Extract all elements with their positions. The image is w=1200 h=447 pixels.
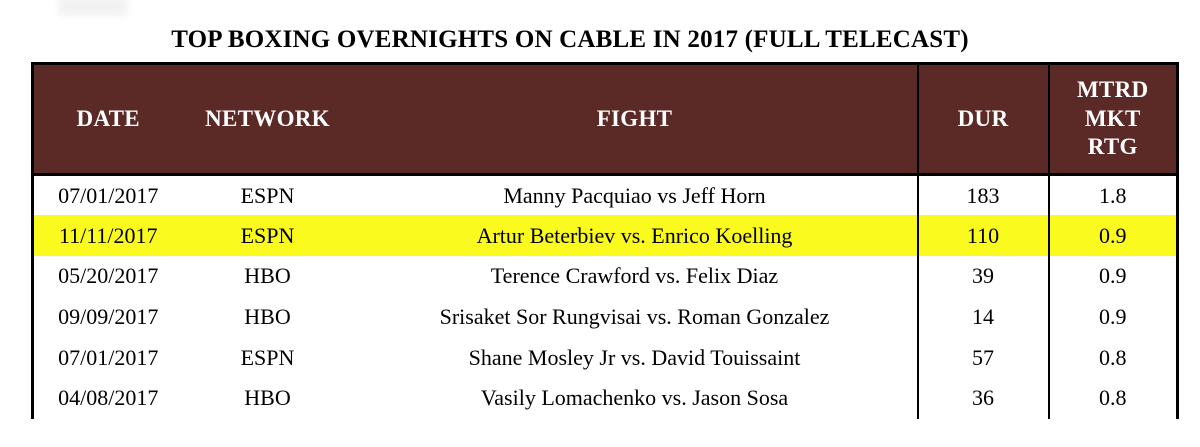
cell-network: ESPN — [240, 182, 295, 208]
rtg-header-line-1: MTRD — [1077, 76, 1149, 102]
cell-network: ESPN — [240, 222, 295, 248]
cell-rating: 0.9 — [1047, 296, 1178, 338]
cell-date: 09/09/2017 — [58, 303, 159, 329]
table-header: DATE NETWORK FIGHT DUR MTRD MKT RTG — [32, 63, 1178, 175]
page-title: TOP BOXING OVERNIGHTS ON CABLE IN 2017 (… — [171, 26, 969, 53]
cell-date: 07/01/2017 — [58, 344, 159, 370]
table-row: 07/01/2017 ESPN Manny Pacquiao vs Jeff H… — [32, 174, 1178, 216]
cell-duration: 14 — [916, 296, 1049, 338]
cell-network: HBO — [244, 263, 291, 289]
column-header-dur: DUR — [916, 63, 1049, 175]
rtg-header-line-3: RTG — [1087, 134, 1138, 160]
cell-date: 07/01/2017 — [58, 182, 159, 208]
cell-network: HBO — [244, 385, 291, 411]
table-row: 07/01/2017 ESPN Shane Mosley Jr vs. Davi… — [32, 337, 1178, 378]
cell-network: ESPN — [240, 344, 295, 370]
cell-rating: 0.9 — [1047, 255, 1178, 297]
table-body: 07/01/2017 ESPN Manny Pacquiao vs Jeff H… — [32, 174, 1178, 419]
column-header-network: NETWORK — [205, 106, 330, 131]
rtg-header-line-2: MKT — [1084, 105, 1141, 131]
cell-fight: Terence Crawford vs. Felix Diaz — [490, 263, 779, 289]
cell-fight: Srisaket Sor Rungvisai vs. Roman Gonzale… — [439, 303, 830, 329]
cell-rating: 0.8 — [1047, 377, 1178, 419]
cell-duration: 57 — [916, 337, 1049, 378]
cell-network: HBO — [244, 303, 291, 329]
cell-fight: Vasily Lomachenko vs. Jason Sosa — [480, 385, 789, 411]
cell-rating: 1.8 — [1047, 174, 1178, 216]
cell-duration: 183 — [916, 174, 1049, 216]
table-header-row: DATE NETWORK FIGHT DUR MTRD MKT RTG — [32, 63, 1178, 175]
cell-rating: 0.8 — [1047, 337, 1178, 378]
cell-duration: 36 — [916, 377, 1049, 419]
column-header-mtrd-mkt-rtg: MTRD MKT RTG — [1047, 63, 1178, 175]
column-header-date: DATE — [76, 106, 140, 131]
cell-fight: Shane Mosley Jr vs. David Touissaint — [468, 344, 801, 370]
cell-duration: 39 — [916, 255, 1049, 297]
cell-fight: Manny Pacquiao vs Jeff Horn — [503, 182, 766, 208]
cell-rating: 0.9 — [1047, 215, 1178, 256]
cell-date: 11/11/2017 — [58, 222, 158, 248]
column-header-fight: FIGHT — [596, 106, 673, 131]
table-row: 05/20/2017 HBO Terence Crawford vs. Feli… — [32, 255, 1178, 297]
cell-fight: Artur Beterbiev vs. Enrico Koelling — [476, 222, 793, 248]
table-row: 11/11/2017 ESPN Artur Beterbiev vs. Enri… — [32, 215, 1178, 256]
boxing-ratings-table: DATE NETWORK FIGHT DUR MTRD MKT RTG 07/0… — [31, 62, 1179, 419]
cell-date: 05/20/2017 — [58, 263, 159, 289]
table-row: 04/08/2017 HBO Vasily Lomachenko vs. Jas… — [32, 377, 1178, 419]
table-row: 09/09/2017 HBO Srisaket Sor Rungvisai vs… — [32, 296, 1178, 338]
cell-duration: 110 — [916, 215, 1049, 256]
cropped-text-artifact — [58, 0, 128, 16]
cell-date: 04/08/2017 — [58, 385, 159, 411]
